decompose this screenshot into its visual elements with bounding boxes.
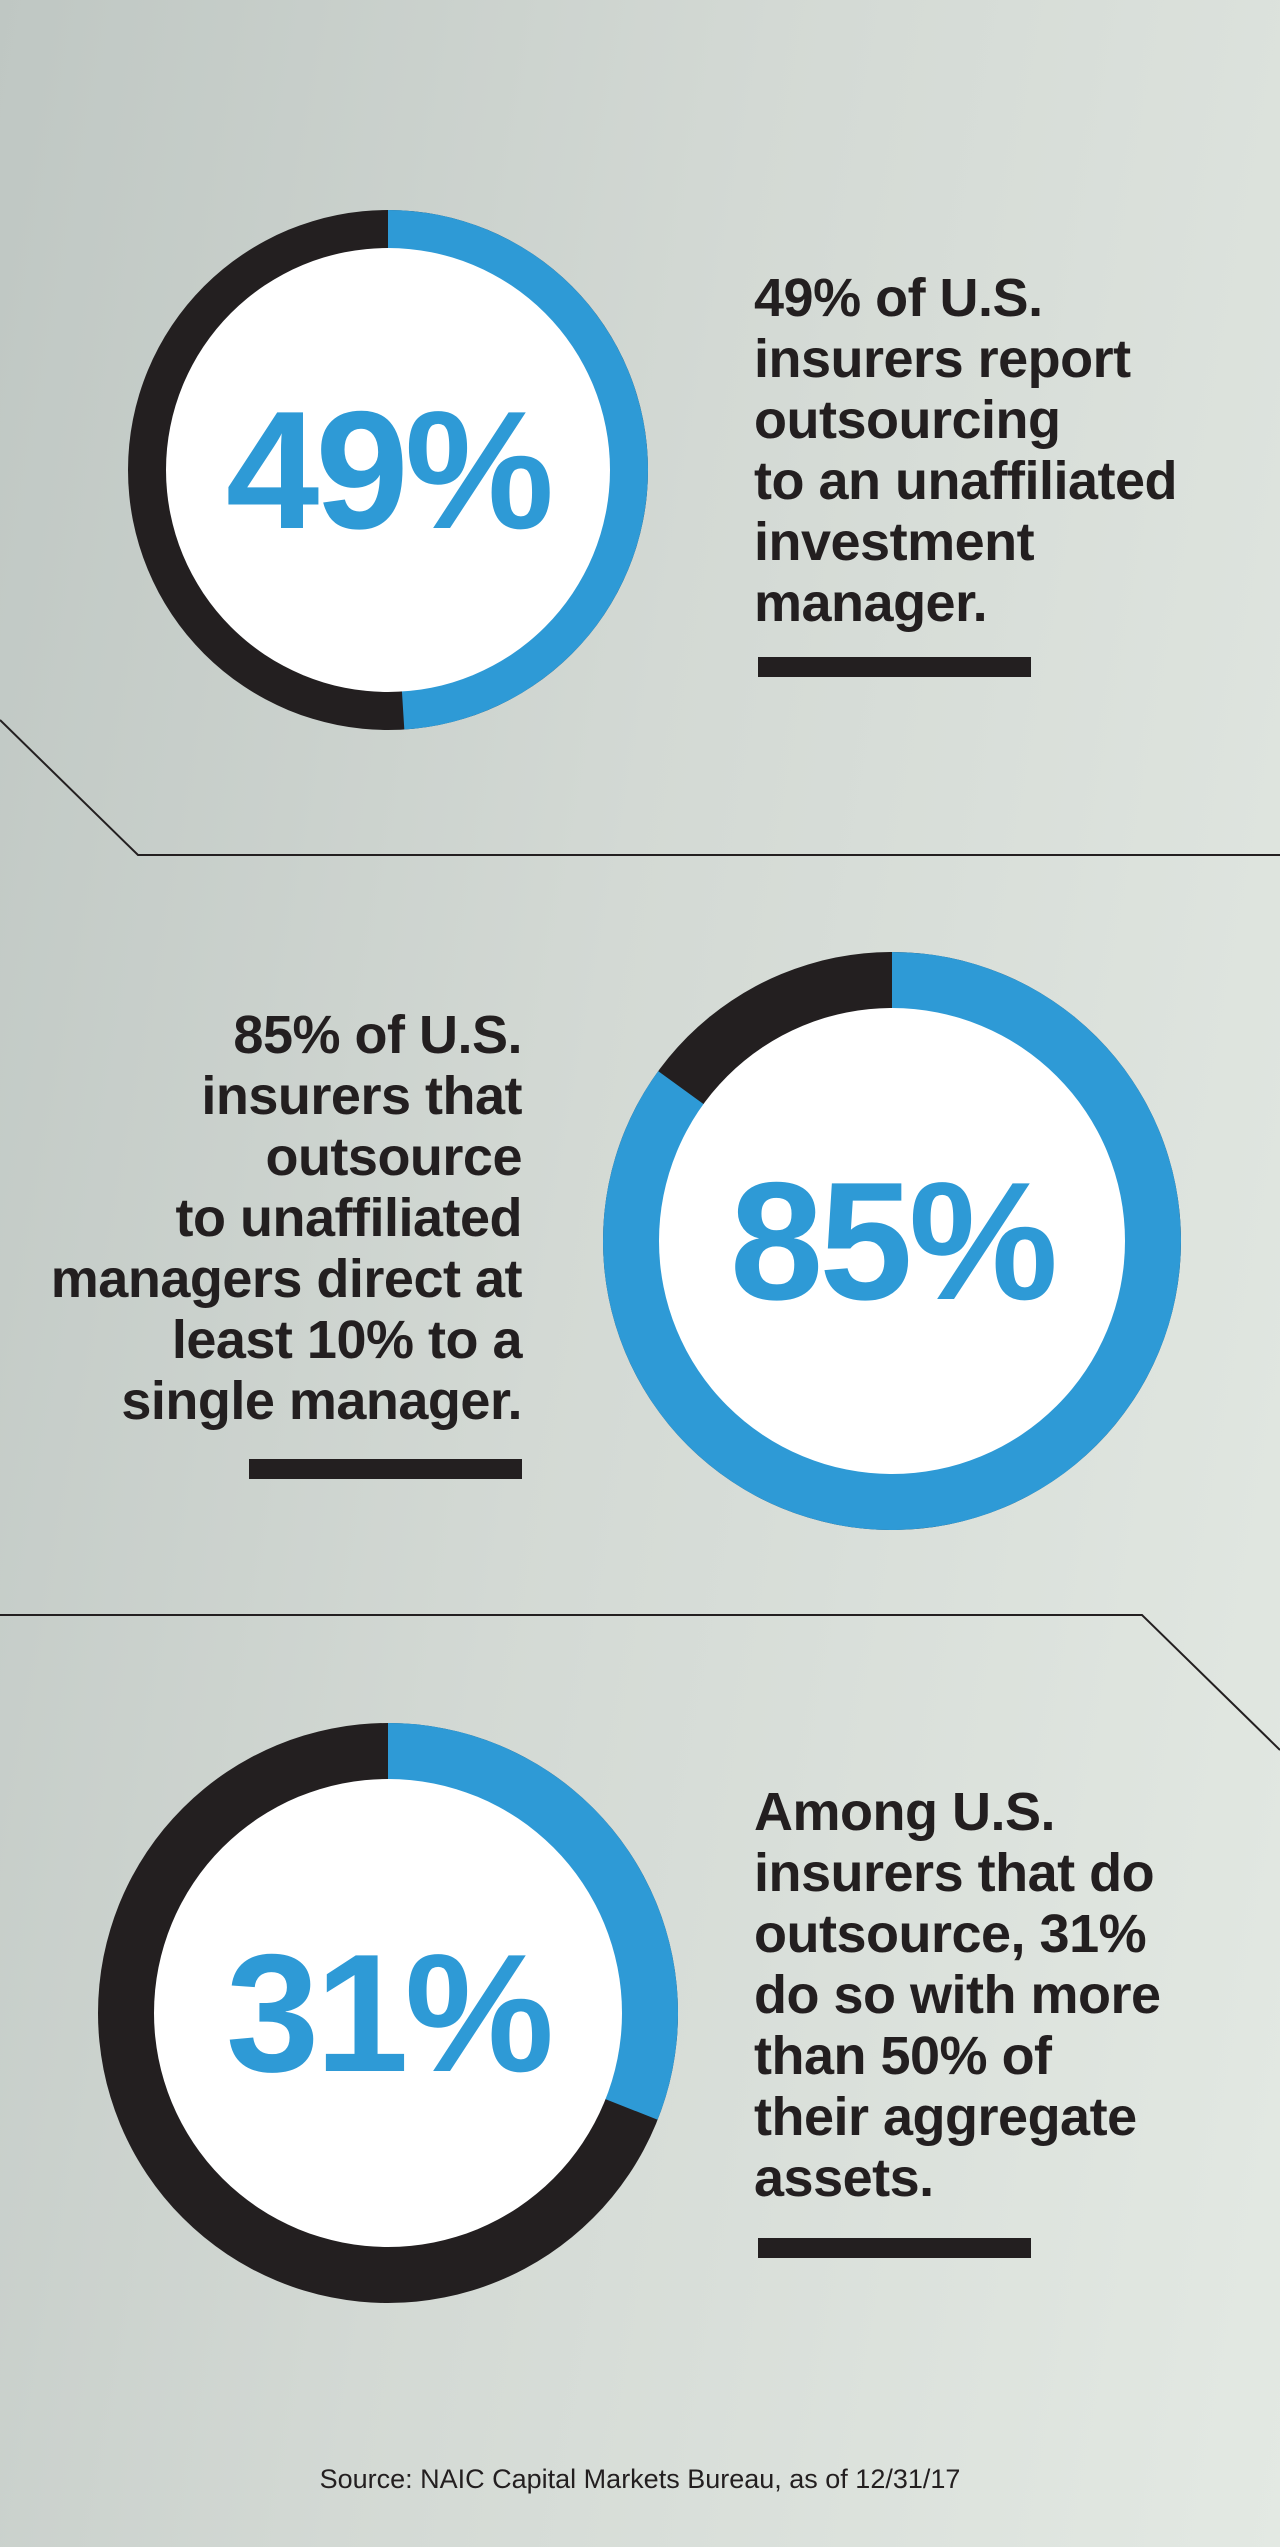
description-line: manager. <box>754 573 988 633</box>
stat-85-underline <box>249 1459 522 1479</box>
description-line: insurers that do <box>754 1843 1155 1903</box>
description-line: outsource <box>265 1127 522 1187</box>
description-line: assets. <box>754 2148 934 2208</box>
ring-center <box>166 248 610 692</box>
percent-label: 31% <box>226 1919 550 2107</box>
description-line: single manager. <box>121 1371 522 1431</box>
stat-31-underline <box>758 2238 1031 2258</box>
description-line: to an unaffiliated <box>754 451 1178 511</box>
divider-line-bottom <box>0 1614 1280 1751</box>
description-line: managers direct at <box>50 1249 523 1309</box>
description-line: their aggregate <box>754 2087 1137 2147</box>
description-line: do so with more <box>754 1965 1161 2025</box>
ring-center <box>659 1008 1125 1474</box>
description-line: insurers that <box>201 1066 522 1126</box>
description-line: to unaffiliated <box>175 1188 523 1248</box>
ring-center <box>154 1779 622 2247</box>
description-line: insurers report <box>754 329 1131 389</box>
percent-label: 85% <box>730 1147 1054 1335</box>
percent-label: 49% <box>226 376 550 564</box>
stat-49-description: 49% of U.S. insurers report outsourcing to … <box>754 268 1178 634</box>
description-line: than 50% of <box>754 2026 1052 2086</box>
description-line: outsourcing <box>754 390 1061 450</box>
divider-line-top <box>0 719 1280 856</box>
stat-85-description: 85% of U.S. insurers that outsource to unaf… <box>50 1005 523 1432</box>
description-line: least 10% to a <box>171 1310 523 1370</box>
description-line: 49% of U.S. <box>754 268 1043 328</box>
stat-49-underline <box>758 657 1031 677</box>
description-line: 85% of U.S. <box>233 1005 522 1065</box>
description-line: Among U.S. <box>754 1782 1055 1842</box>
description-line: investment <box>754 512 1035 572</box>
description-line: outsource, 31% <box>754 1904 1147 1964</box>
stat-31-description: Among U.S. insurers that do outsource, 31%… <box>754 1782 1161 2209</box>
source-note: Source: NAIC Capital Markets Bureau, as … <box>319 2464 961 2494</box>
